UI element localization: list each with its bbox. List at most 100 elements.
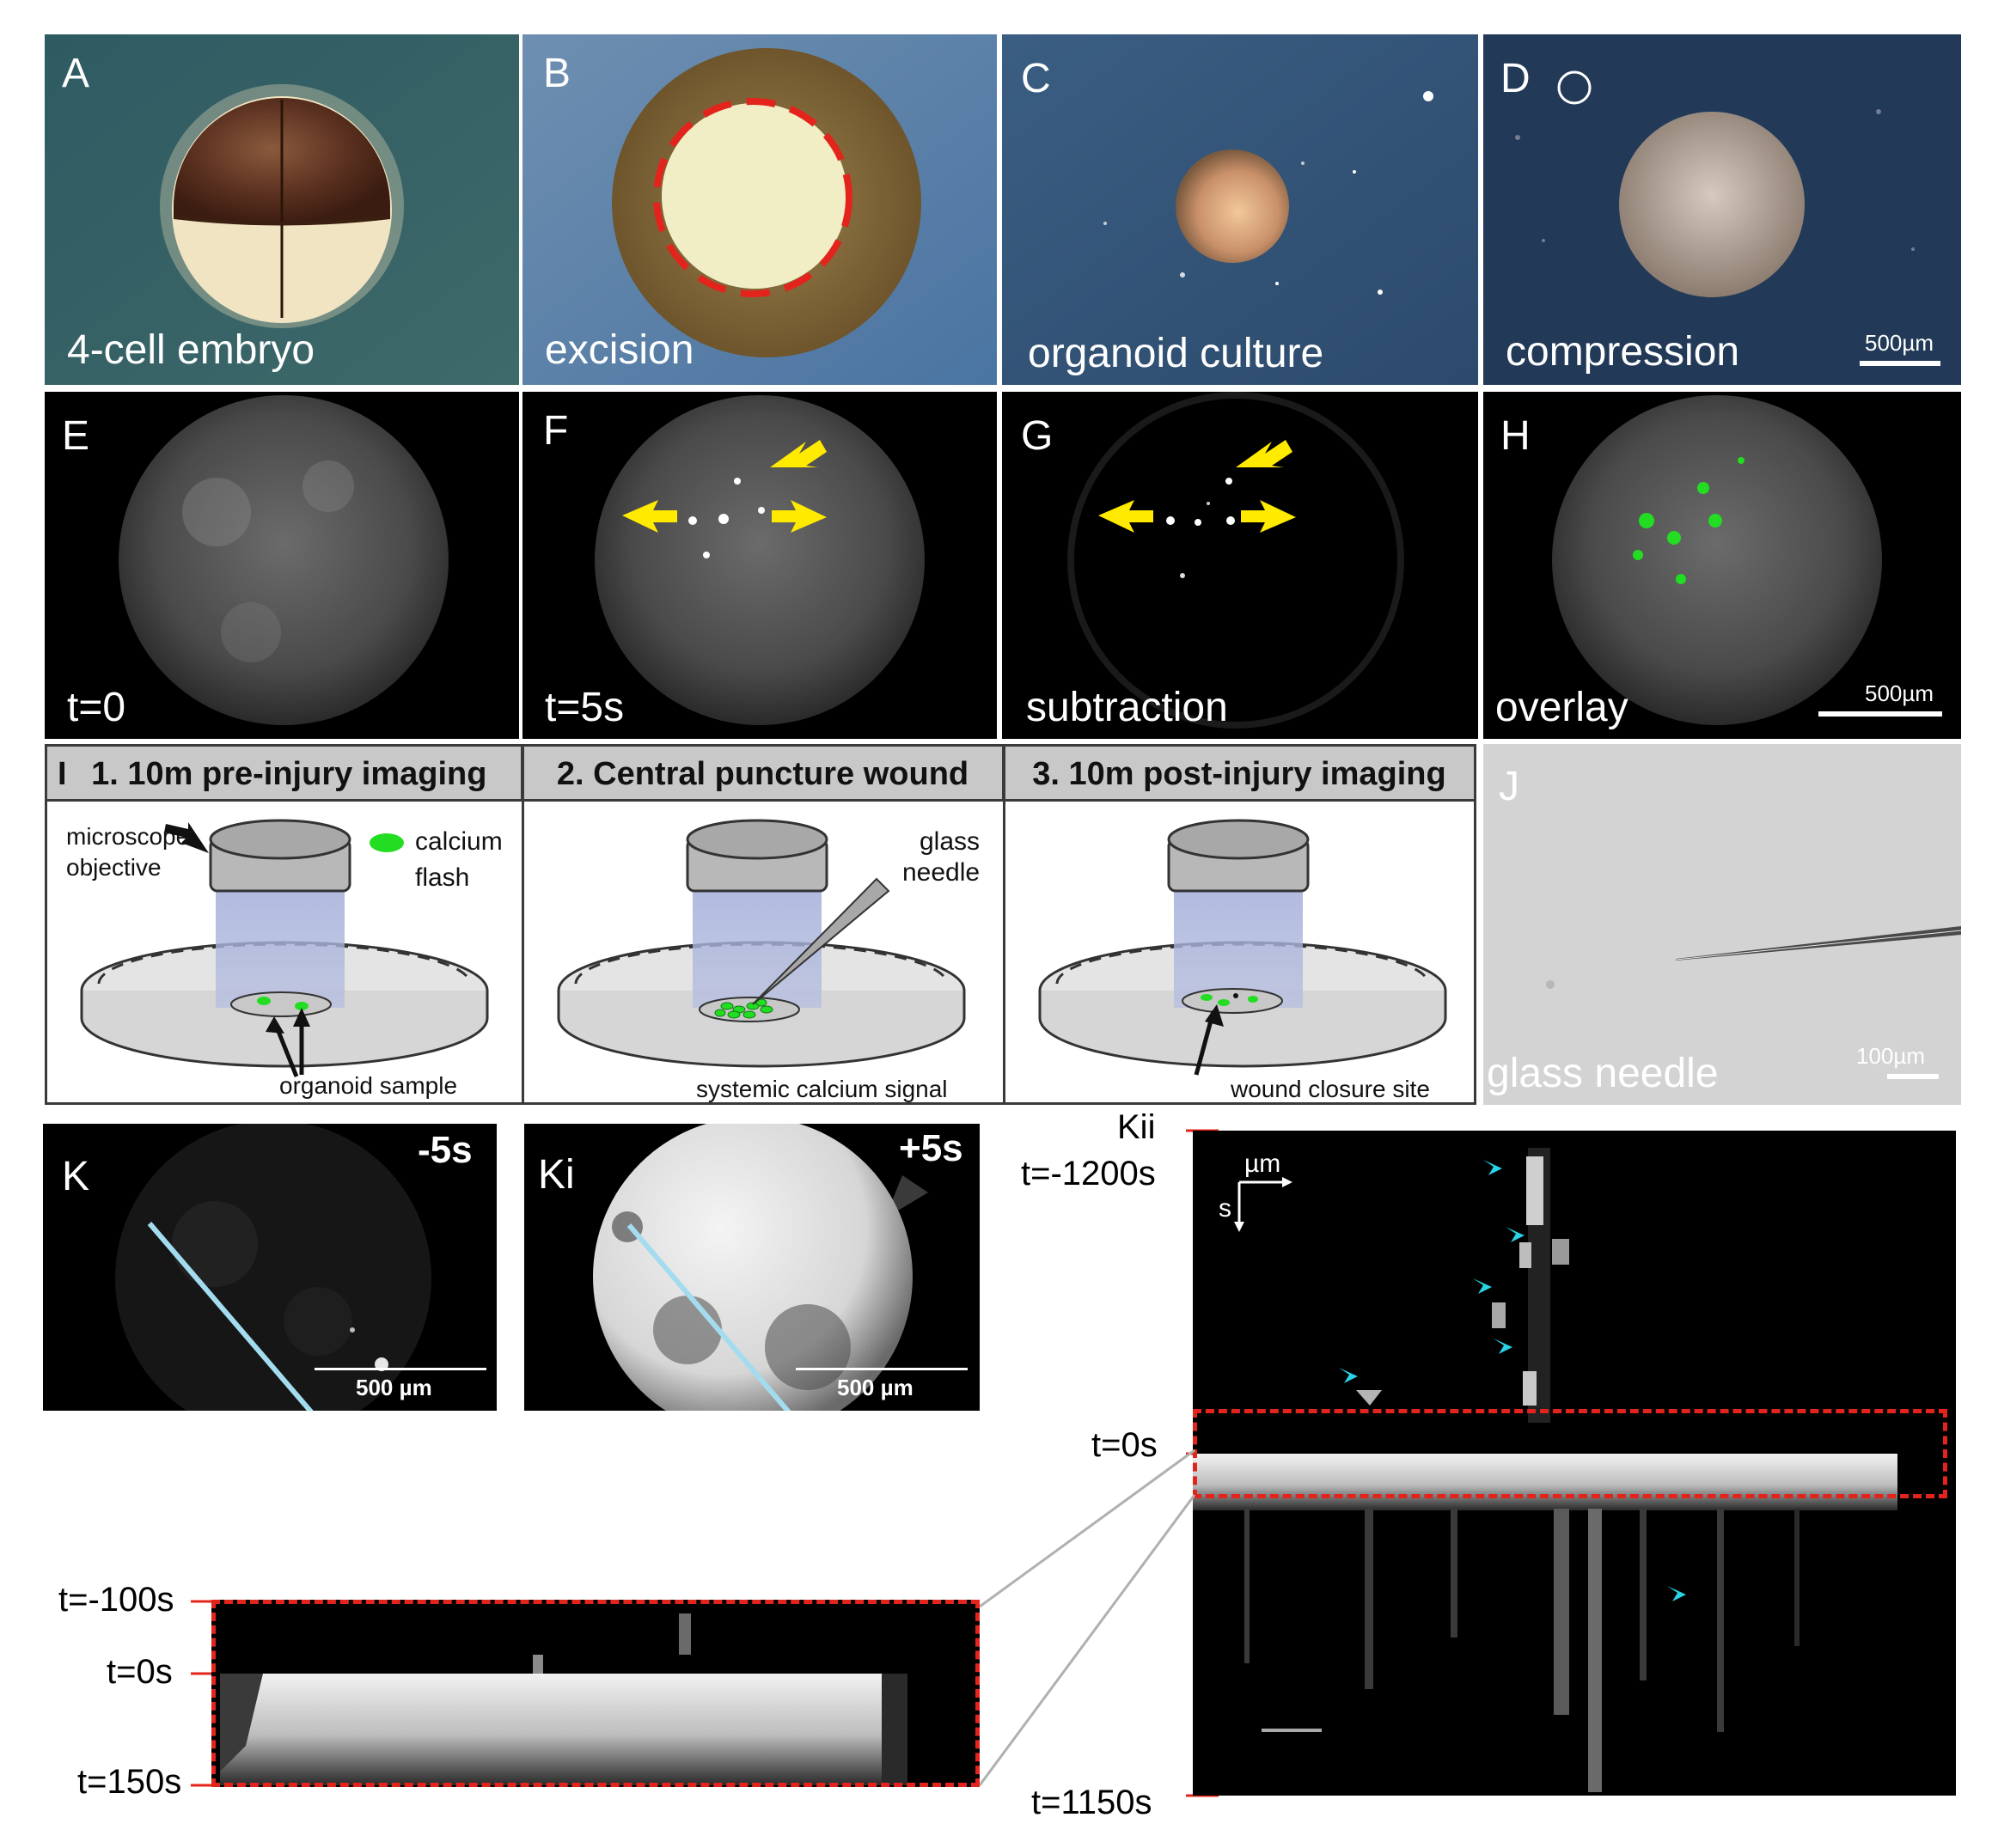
subtraction-image	[1002, 392, 1478, 739]
time-label-zero: t=0s	[1091, 1426, 1158, 1464]
time-label: +5s	[899, 1127, 963, 1169]
panel-letter: K	[62, 1154, 90, 1199]
zoom-time-bottom: t=150s	[77, 1763, 182, 1801]
axis-label-x: µm	[1244, 1150, 1280, 1178]
label-calcium: calcium	[415, 827, 503, 856]
panel-c: C organoid culture	[1002, 34, 1478, 385]
kymograph-kii: µm s	[1193, 1131, 1956, 1796]
step-1-header: I 1. 10m pre-injury imaging	[47, 747, 523, 802]
yellow-arrow-icon	[1098, 500, 1153, 533]
scale-bar	[1860, 361, 1940, 366]
step-2-diagram: glass needle systemic calcium signal	[557, 819, 980, 1102]
compression-image	[1483, 34, 1961, 385]
scale-label: 500 µm	[356, 1375, 432, 1400]
step-2-header: 2. Central puncture wound	[523, 747, 1005, 802]
scale-bar	[1887, 1074, 1939, 1079]
panel-caption: subtraction	[1026, 685, 1228, 730]
time-label-bottom: t=1150s	[1031, 1784, 1152, 1821]
panel-ki: Ki +5s 500 µm	[524, 1124, 980, 1411]
label-systemic-calcium-signal: systemic calcium signal	[696, 1076, 948, 1102]
yellow-arrow-icon	[1236, 440, 1292, 467]
panel-letter: B	[543, 51, 571, 96]
panel-caption: excision	[545, 327, 694, 373]
kymograph-line-pre-image	[43, 1124, 497, 1411]
panel-b: B excision	[522, 34, 997, 385]
glass-needle-image	[1483, 744, 1961, 1105]
panel-f: F t=5s	[522, 392, 997, 739]
panel-letter: D	[1500, 56, 1531, 101]
protocol-panel-i: I 1. 10m pre-injury imaging 2. Central p…	[45, 744, 1476, 1105]
scale-bar	[315, 1368, 486, 1370]
panel-j: J glass needle 100µm	[1483, 744, 1961, 1105]
panel-caption: 4-cell embryo	[67, 327, 315, 373]
panel-h: H overlay 500µm	[1483, 392, 1961, 739]
step-1-diagram: microscope objective calcium flash organ…	[66, 819, 503, 1099]
scale-bar	[1818, 711, 1942, 717]
zoom-connector-lines	[980, 1449, 1196, 1786]
organoid-culture-image	[1002, 34, 1478, 385]
label-objective: objective	[66, 854, 162, 881]
zoom-region-box	[1193, 1409, 1947, 1498]
panel-caption: t=0	[67, 685, 126, 730]
kymograph-line-post-image	[524, 1124, 980, 1411]
excision-image	[522, 34, 997, 385]
step-title: 2. Central puncture wound	[556, 756, 969, 792]
embryo-image	[45, 34, 519, 385]
panel-letter: E	[62, 413, 90, 459]
fluorescence-t0-image	[45, 392, 519, 739]
label-glass: glass	[920, 827, 980, 856]
panel-letter: F	[543, 408, 569, 454]
scale-label: 500µm	[1865, 330, 1934, 356]
panel-letter: Ki	[538, 1152, 575, 1198]
fluorescence-t5-image	[522, 392, 997, 739]
panel-caption: glass needle	[1487, 1051, 1719, 1096]
panel-letter: H	[1500, 413, 1531, 459]
label-organoid-sample: organoid sample	[279, 1072, 457, 1099]
cyan-arrow-icon	[1483, 1160, 1502, 1175]
kymograph-image: µm s	[1193, 1131, 1956, 1796]
cyan-arrow-icon	[1339, 1368, 1358, 1383]
panel-letter: I	[58, 756, 67, 792]
label-microscope: microscope	[66, 823, 189, 850]
label-needle: needle	[902, 858, 980, 887]
panel-letter: J	[1499, 764, 1519, 809]
cyan-arrow-icon	[1494, 1339, 1512, 1354]
label-flash: flash	[415, 863, 469, 892]
panel-caption: t=5s	[545, 685, 625, 730]
cyan-arrow-icon	[1506, 1227, 1525, 1242]
step-3-diagram: wound closure site	[1038, 819, 1447, 1102]
panel-a: A 4-cell embryo	[45, 34, 519, 385]
time-label: -5s	[418, 1129, 473, 1171]
panel-letter: G	[1021, 413, 1054, 459]
zoom-inset	[211, 1600, 980, 1787]
panel-k: K -5s 500 µm	[43, 1124, 497, 1411]
axis-label-y: s	[1219, 1194, 1231, 1223]
zoom-inset-image	[211, 1600, 980, 1787]
panel-e: E t=0	[45, 392, 519, 739]
zoom-inset-border	[211, 1600, 980, 1787]
zoom-time-zero: t=0s	[107, 1653, 173, 1691]
yellow-arrow-icon	[770, 440, 827, 467]
panel-letter: C	[1021, 56, 1051, 101]
panel-caption: organoid culture	[1028, 331, 1324, 376]
step-title: 3. 10m post-injury imaging	[1032, 756, 1446, 792]
yellow-arrow-icon	[622, 500, 677, 533]
panel-d: D compression 500µm	[1483, 34, 1961, 385]
overlay-image	[1483, 392, 1961, 739]
scale-bar	[796, 1368, 968, 1370]
scale-label: 500 µm	[837, 1375, 914, 1400]
yellow-arrow-icon	[1241, 500, 1296, 533]
scale-label: 500µm	[1865, 680, 1934, 706]
label-wound-closure-site: wound closure site	[1230, 1076, 1430, 1102]
step-title: 1. 10m pre-injury imaging	[91, 756, 487, 792]
cyan-arrow-icon	[1667, 1586, 1686, 1601]
panel-caption: overlay	[1495, 685, 1628, 730]
zoom-time-top: t=-100s	[58, 1581, 174, 1619]
panel-g: G subtraction	[1002, 392, 1478, 739]
panel-letter: A	[62, 51, 90, 96]
cyan-arrow-icon	[1473, 1278, 1492, 1294]
time-label-top: t=-1200s	[1021, 1155, 1156, 1192]
scale-label: 100µm	[1856, 1043, 1926, 1069]
panel-letter: Kii	[1117, 1108, 1156, 1146]
panel-caption: compression	[1506, 329, 1740, 375]
